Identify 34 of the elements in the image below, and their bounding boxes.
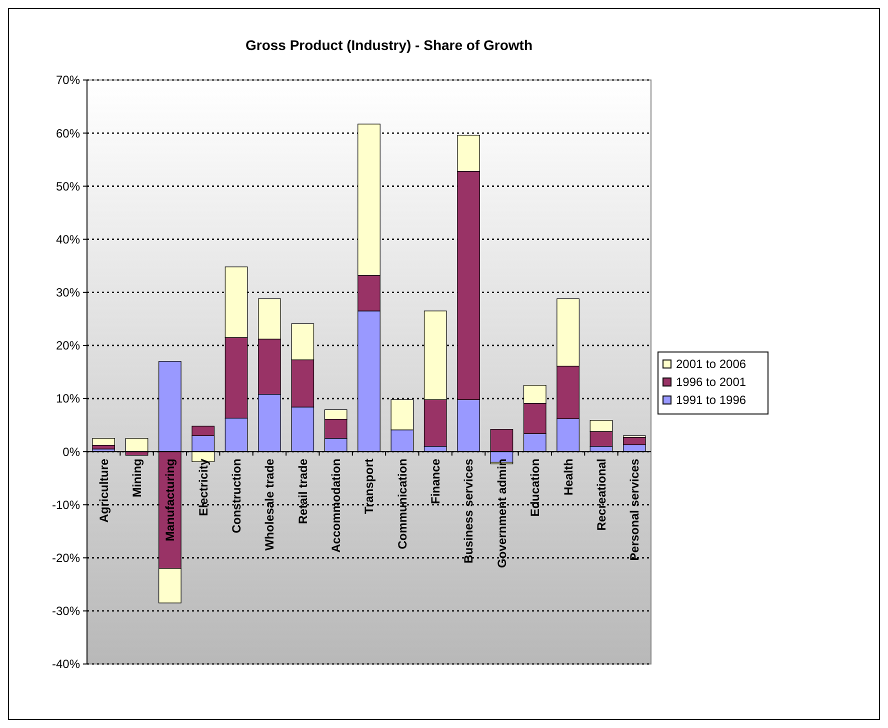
chart-title: Gross Product (Industry) - Share of Growth	[245, 37, 533, 53]
x-tick-label: Government admin	[494, 458, 509, 568]
bar	[92, 438, 115, 446]
x-tick-label: Mining	[130, 458, 144, 498]
y-tick-label: -40%	[52, 657, 80, 672]
y-tick-label: 70%	[56, 73, 80, 88]
x-tick-label: Health	[561, 458, 576, 496]
y-tick-label: -20%	[52, 551, 80, 566]
x-tick-label: Manufacturing	[163, 458, 178, 542]
y-tick-label: -10%	[52, 498, 80, 512]
x-tick-label: Recreational	[594, 458, 608, 531]
y-tick-label: -30%	[52, 604, 80, 618]
x-tick-label: Personal services	[628, 458, 642, 561]
y-tick-label: 50%	[56, 179, 80, 194]
legend-label: 1996 to 2001	[676, 375, 746, 390]
x-tick-label: Electricity	[196, 458, 210, 516]
x-tick-label: Construction	[229, 458, 244, 534]
x-tick-label: Communication	[395, 458, 410, 550]
legend-label: 2001 to 2006	[676, 357, 746, 372]
x-tick-label: Education	[528, 458, 542, 517]
y-tick-label: 0%	[62, 444, 80, 459]
legend-label: 1991 to 1996	[676, 393, 746, 408]
y-tick-label: 30%	[56, 286, 80, 300]
y-tick-label: 40%	[56, 232, 80, 246]
x-tick-label: Wholesale trade	[262, 458, 277, 551]
y-tick-label: 20%	[56, 338, 80, 353]
x-tick-label: Transport	[362, 458, 376, 514]
y-tick-label: 60%	[56, 126, 80, 140]
x-tick-label: Retail trade	[296, 458, 310, 524]
x-tick-label: Finance	[428, 458, 443, 504]
x-tick-label: Business services	[462, 458, 476, 564]
y-tick-label: 10%	[56, 392, 80, 406]
x-tick-label: Agriculture	[96, 458, 111, 523]
x-tick-label: Accommodation	[329, 458, 344, 553]
